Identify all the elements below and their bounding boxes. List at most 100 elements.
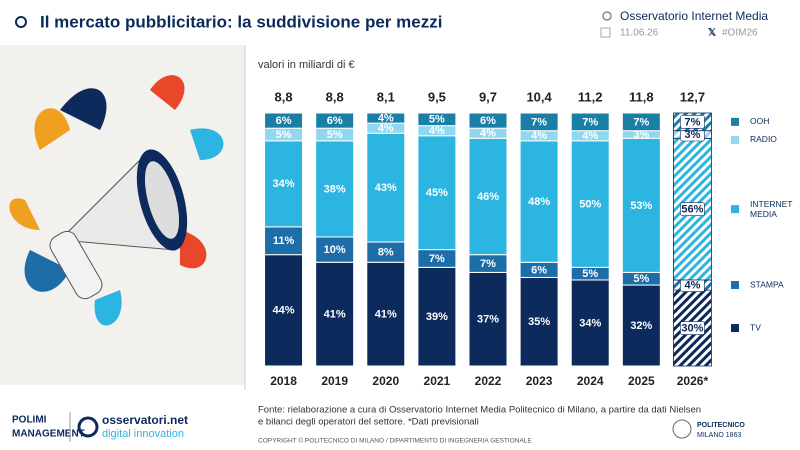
x-tick-label: 2025	[628, 374, 655, 388]
copyright: COPYRIGHT © POLITECNICO DI MILANO / DIPA…	[258, 437, 532, 445]
value-label: 37%	[477, 314, 499, 326]
bar-segment	[264, 140, 304, 228]
legend-label: INTERNET MEDIA	[750, 199, 793, 219]
value-label: 34%	[579, 317, 601, 329]
value-label: 4%	[684, 279, 700, 291]
bar-segment	[264, 226, 304, 256]
bar-segment	[264, 254, 304, 367]
label-bg	[680, 202, 705, 216]
bar-segment	[468, 271, 508, 367]
value-label: 6%	[531, 264, 547, 276]
value-label: 7%	[582, 116, 598, 128]
legend-swatch	[731, 205, 739, 214]
date: 11.06.26	[620, 28, 659, 39]
legend-label: TV	[750, 322, 761, 332]
value-label: 38%	[324, 183, 346, 195]
value-label: 35%	[528, 316, 550, 328]
bar-segment	[366, 112, 406, 124]
value-label: 48%	[528, 196, 550, 208]
x-tick-label: 2024	[577, 374, 604, 388]
legend-swatch	[731, 324, 739, 333]
value-label: 10%	[324, 244, 346, 256]
bar-segment	[468, 137, 508, 256]
value-label: 3%	[633, 129, 649, 141]
value-label: 11%	[273, 235, 295, 247]
value-label: 4%	[429, 125, 445, 137]
value-label: 43%	[375, 182, 397, 194]
bar-segment	[264, 112, 304, 129]
total-label: 9,7	[479, 89, 497, 104]
value-label: 32%	[630, 320, 652, 332]
value-label: 6%	[327, 115, 343, 127]
x-tick-label: 2020	[372, 374, 399, 388]
logo-osservatori-sub: digital innovation	[102, 428, 184, 440]
source: e bilanci degli operatori del settore. *…	[258, 417, 479, 428]
total-label: 12,7	[680, 89, 705, 104]
value-label: 4%	[531, 130, 547, 142]
bar-segment	[366, 132, 406, 243]
subtitle: valori in miliardi di €	[258, 59, 355, 71]
value-label: 50%	[579, 198, 601, 210]
bar-segment	[315, 112, 355, 129]
value-label: 34%	[273, 178, 295, 190]
bar-segment	[621, 112, 661, 132]
bar-segment	[519, 140, 559, 263]
total-label: 10,4	[526, 89, 552, 104]
value-label: 5%	[582, 268, 598, 280]
bar-segment	[621, 284, 661, 367]
logo-poli-sub: MILANO 1863	[697, 432, 741, 439]
bar-segment	[315, 236, 355, 263]
legend-label: RADIO	[750, 134, 777, 144]
value-label: 5%	[276, 129, 292, 141]
total-label: 9,5	[428, 89, 446, 104]
megaphone	[9, 75, 224, 326]
value-label: 4%	[378, 123, 394, 135]
value-label: 4%	[378, 112, 394, 124]
x-tick-label: 2018	[270, 374, 297, 388]
legend-label: OOH	[750, 116, 769, 126]
bar-segment	[519, 276, 559, 367]
label-bg	[680, 321, 705, 335]
value-label: 44%	[273, 305, 295, 317]
logo-seal	[672, 419, 692, 439]
title: Il mercato pubblicitario: la suddivision…	[40, 12, 442, 31]
value-label: 7%	[429, 253, 445, 265]
value-label: 4%	[480, 128, 496, 140]
value-label: 8%	[378, 247, 394, 259]
value-label: 3%	[684, 129, 700, 141]
value-label: 6%	[276, 115, 292, 127]
bar-segment	[570, 279, 610, 367]
brand-icon	[602, 11, 612, 21]
legend-swatch	[731, 117, 739, 126]
value-label: 5%	[633, 273, 649, 285]
value-label: 41%	[375, 309, 397, 321]
total-label: 11,8	[629, 89, 654, 104]
source: Fonte: rielaborazione a cura di Osservat…	[258, 405, 701, 416]
total-label: 11,2	[578, 89, 603, 104]
value-label: 41%	[324, 309, 346, 321]
total-label: 8,8	[326, 89, 344, 104]
calendar-icon	[600, 27, 611, 38]
total-label: 8,8	[275, 89, 293, 104]
value-label: 46%	[477, 191, 499, 203]
value-label: 7%	[480, 258, 496, 270]
search-icon	[15, 16, 27, 28]
value-label: 5%	[429, 114, 445, 126]
bar-segment	[315, 140, 355, 238]
x-tick-label: 2022	[475, 374, 502, 388]
logo-ring	[77, 416, 99, 438]
value-label: 7%	[633, 116, 649, 128]
x-tick-label: 2021	[424, 374, 451, 388]
legend-label: STAMPA	[750, 279, 784, 289]
value-label: 7%	[684, 116, 700, 128]
x-tick-label: 2019	[321, 374, 348, 388]
x-icon: 𝕏	[708, 28, 716, 39]
value-label: 53%	[630, 200, 652, 212]
value-label: 6%	[480, 115, 496, 127]
bar-segment	[417, 135, 457, 251]
value-label: 4%	[582, 130, 598, 142]
value-label: 5%	[327, 129, 343, 141]
x-tick-label: 2023	[526, 374, 553, 388]
bar-segment	[570, 140, 610, 268]
